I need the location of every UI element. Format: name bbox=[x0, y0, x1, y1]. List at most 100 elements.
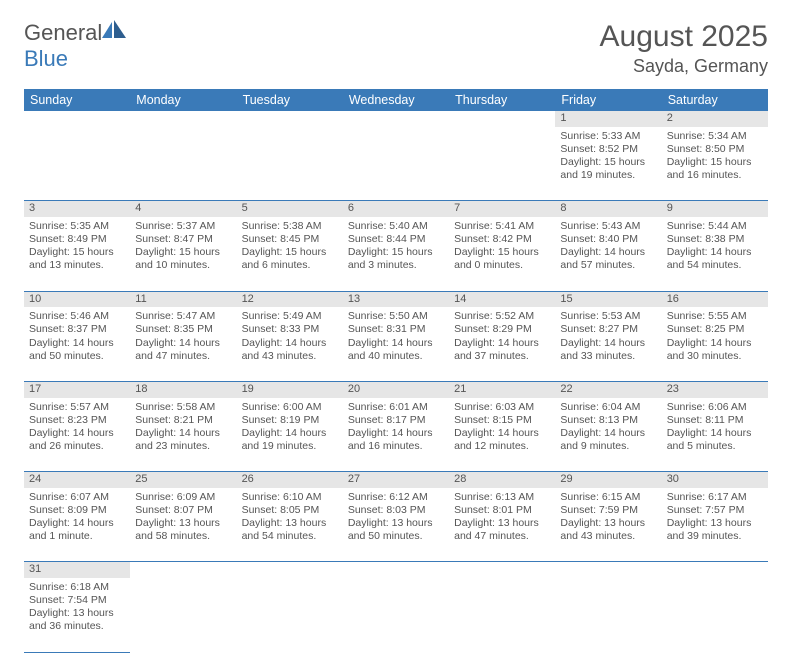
day-cell: Sunrise: 5:34 AMSunset: 8:50 PMDaylight:… bbox=[662, 127, 768, 201]
day-header: Wednesday bbox=[343, 89, 449, 111]
day-number-row: 3456789 bbox=[24, 201, 768, 217]
day-number-cell bbox=[130, 111, 236, 127]
daylight-text: and 43 minutes. bbox=[560, 530, 656, 543]
daylight-text: and 58 minutes. bbox=[135, 530, 231, 543]
day-number-cell: 1 bbox=[555, 111, 661, 127]
day-number-cell: 19 bbox=[237, 381, 343, 397]
daylight-text: and 43 minutes. bbox=[242, 350, 338, 363]
day-number-cell: 13 bbox=[343, 291, 449, 307]
day-number-cell: 20 bbox=[343, 381, 449, 397]
daylight-text: and 54 minutes. bbox=[667, 259, 763, 272]
header: General Blue August 2025 Sayda, Germany bbox=[24, 20, 768, 77]
day-header: Saturday bbox=[662, 89, 768, 111]
sunrise-text: Sunrise: 5:49 AM bbox=[242, 310, 338, 323]
day-content-row: Sunrise: 5:57 AMSunset: 8:23 PMDaylight:… bbox=[24, 398, 768, 472]
day-number-cell bbox=[237, 562, 343, 578]
daylight-text: and 57 minutes. bbox=[560, 259, 656, 272]
day-cell: Sunrise: 6:00 AMSunset: 8:19 PMDaylight:… bbox=[237, 398, 343, 472]
calendar-body: 12 Sunrise: 5:33 AMSunset: 8:52 PMDayligh… bbox=[24, 111, 768, 652]
day-number-row: 17181920212223 bbox=[24, 381, 768, 397]
sunset-text: Sunset: 8:21 PM bbox=[135, 414, 231, 427]
sunset-text: Sunset: 8:44 PM bbox=[348, 233, 444, 246]
sunset-text: Sunset: 8:35 PM bbox=[135, 323, 231, 336]
day-number-cell bbox=[449, 562, 555, 578]
day-cell: Sunrise: 5:53 AMSunset: 8:27 PMDaylight:… bbox=[555, 307, 661, 381]
day-content-row: Sunrise: 5:35 AMSunset: 8:49 PMDaylight:… bbox=[24, 217, 768, 291]
daylight-text: Daylight: 14 hours bbox=[29, 427, 125, 440]
day-cell bbox=[555, 578, 661, 652]
day-cell: Sunrise: 5:58 AMSunset: 8:21 PMDaylight:… bbox=[130, 398, 236, 472]
sunset-text: Sunset: 8:33 PM bbox=[242, 323, 338, 336]
day-cell bbox=[662, 578, 768, 652]
sail-icon bbox=[102, 20, 128, 40]
sunset-text: Sunset: 8:15 PM bbox=[454, 414, 550, 427]
sunset-text: Sunset: 8:05 PM bbox=[242, 504, 338, 517]
daylight-text: Daylight: 14 hours bbox=[135, 427, 231, 440]
location-label: Sayda, Germany bbox=[600, 56, 768, 77]
day-number-cell: 4 bbox=[130, 201, 236, 217]
daylight-text: and 36 minutes. bbox=[29, 620, 125, 633]
day-cell: Sunrise: 5:33 AMSunset: 8:52 PMDaylight:… bbox=[555, 127, 661, 201]
day-content-row: Sunrise: 6:07 AMSunset: 8:09 PMDaylight:… bbox=[24, 488, 768, 562]
day-header: Monday bbox=[130, 89, 236, 111]
sunrise-text: Sunrise: 6:13 AM bbox=[454, 491, 550, 504]
sunset-text: Sunset: 8:25 PM bbox=[667, 323, 763, 336]
day-number-cell: 30 bbox=[662, 472, 768, 488]
daylight-text: and 0 minutes. bbox=[454, 259, 550, 272]
daylight-text: and 19 minutes. bbox=[242, 440, 338, 453]
day-number-cell bbox=[130, 562, 236, 578]
sunrise-text: Sunrise: 6:09 AM bbox=[135, 491, 231, 504]
day-number-cell: 11 bbox=[130, 291, 236, 307]
daylight-text: Daylight: 13 hours bbox=[667, 517, 763, 530]
sunrise-text: Sunrise: 6:06 AM bbox=[667, 401, 763, 414]
daylight-text: and 19 minutes. bbox=[560, 169, 656, 182]
day-cell: Sunrise: 5:55 AMSunset: 8:25 PMDaylight:… bbox=[662, 307, 768, 381]
day-number-cell: 25 bbox=[130, 472, 236, 488]
sunrise-text: Sunrise: 5:41 AM bbox=[454, 220, 550, 233]
day-cell: Sunrise: 6:13 AMSunset: 8:01 PMDaylight:… bbox=[449, 488, 555, 562]
sunrise-text: Sunrise: 5:47 AM bbox=[135, 310, 231, 323]
day-number-cell: 12 bbox=[237, 291, 343, 307]
daylight-text: and 39 minutes. bbox=[667, 530, 763, 543]
day-number-cell: 8 bbox=[555, 201, 661, 217]
daylight-text: Daylight: 15 hours bbox=[29, 246, 125, 259]
sunrise-text: Sunrise: 6:10 AM bbox=[242, 491, 338, 504]
sunrise-text: Sunrise: 5:34 AM bbox=[667, 130, 763, 143]
daylight-text: Daylight: 15 hours bbox=[560, 156, 656, 169]
daylight-text: and 54 minutes. bbox=[242, 530, 338, 543]
daylight-text: and 50 minutes. bbox=[29, 350, 125, 363]
day-cell bbox=[237, 578, 343, 652]
day-content-row: Sunrise: 5:33 AMSunset: 8:52 PMDaylight:… bbox=[24, 127, 768, 201]
logo-text-blue: Blue bbox=[24, 46, 68, 71]
day-number-cell: 22 bbox=[555, 381, 661, 397]
day-cell: Sunrise: 6:12 AMSunset: 8:03 PMDaylight:… bbox=[343, 488, 449, 562]
sunrise-text: Sunrise: 5:40 AM bbox=[348, 220, 444, 233]
daylight-text: Daylight: 13 hours bbox=[560, 517, 656, 530]
sunset-text: Sunset: 8:01 PM bbox=[454, 504, 550, 517]
daylight-text: and 40 minutes. bbox=[348, 350, 444, 363]
daylight-text: Daylight: 15 hours bbox=[454, 246, 550, 259]
sunrise-text: Sunrise: 5:57 AM bbox=[29, 401, 125, 414]
day-cell: Sunrise: 5:50 AMSunset: 8:31 PMDaylight:… bbox=[343, 307, 449, 381]
day-header: Tuesday bbox=[237, 89, 343, 111]
daylight-text: Daylight: 14 hours bbox=[454, 427, 550, 440]
day-cell bbox=[24, 127, 130, 201]
page-title: August 2025 bbox=[600, 20, 768, 54]
sunset-text: Sunset: 8:03 PM bbox=[348, 504, 444, 517]
day-number-cell: 7 bbox=[449, 201, 555, 217]
day-number-cell: 3 bbox=[24, 201, 130, 217]
day-number-cell: 23 bbox=[662, 381, 768, 397]
sunset-text: Sunset: 8:29 PM bbox=[454, 323, 550, 336]
day-number-cell: 31 bbox=[24, 562, 130, 578]
sunset-text: Sunset: 7:59 PM bbox=[560, 504, 656, 517]
day-number-cell: 5 bbox=[237, 201, 343, 217]
sunrise-text: Sunrise: 6:15 AM bbox=[560, 491, 656, 504]
daylight-text: and 23 minutes. bbox=[135, 440, 231, 453]
day-number-cell bbox=[343, 562, 449, 578]
day-number-cell: 18 bbox=[130, 381, 236, 397]
daylight-text: and 6 minutes. bbox=[242, 259, 338, 272]
sunset-text: Sunset: 7:57 PM bbox=[667, 504, 763, 517]
logo-text-general: General bbox=[24, 20, 102, 45]
daylight-text: and 1 minute. bbox=[29, 530, 125, 543]
sunrise-text: Sunrise: 6:18 AM bbox=[29, 581, 125, 594]
